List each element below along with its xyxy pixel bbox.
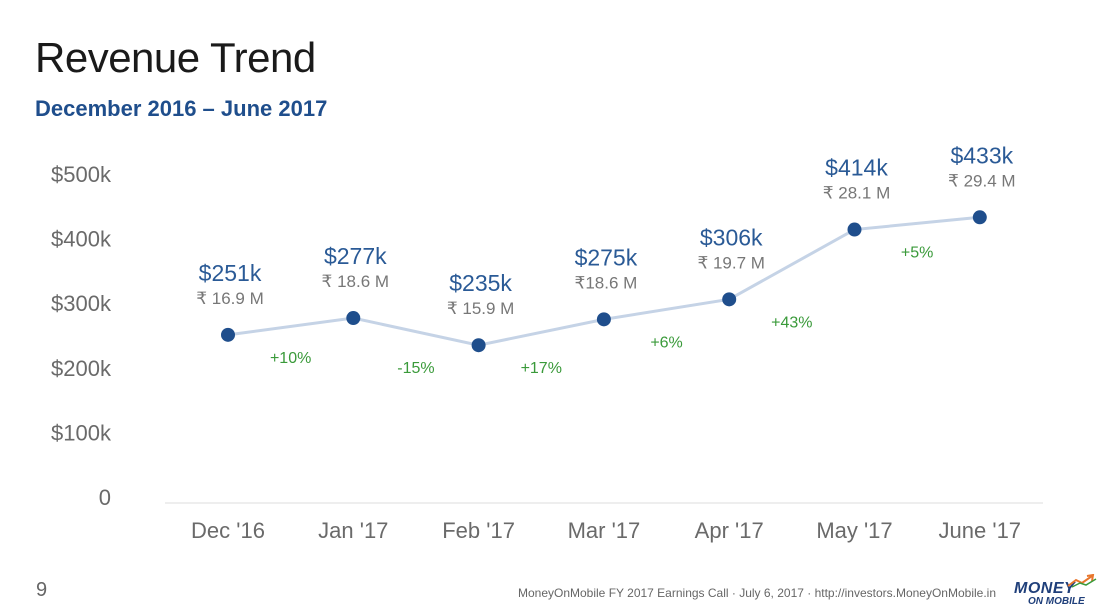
page-number: 9 <box>36 579 48 601</box>
data-point-marker <box>346 311 361 326</box>
y-tick-label: $500k <box>51 162 112 187</box>
footer-text: MoneyOnMobile FY 2017 Earnings Call · Ju… <box>517 586 996 600</box>
inr-value-label: ₹ 16.9 M <box>196 289 264 308</box>
x-tick-label: June '17 <box>939 518 1022 543</box>
y-tick-label: $400k <box>51 227 112 252</box>
x-tick-label: Mar '17 <box>568 518 641 543</box>
growth-label: +5% <box>901 245 933 262</box>
growth-label: -15% <box>397 360 434 377</box>
data-points <box>221 210 987 353</box>
data-point-marker <box>471 338 486 353</box>
usd-value-label: $306k <box>700 224 763 250</box>
inr-value-label: ₹ 15.9 M <box>447 299 515 318</box>
logo-text-main: MONEY <box>1014 580 1076 597</box>
data-point-marker <box>972 210 987 225</box>
x-tick-label: Apr '17 <box>695 518 764 543</box>
growth-label: +10% <box>270 350 311 367</box>
data-point-marker <box>722 292 737 307</box>
data-point-marker <box>847 222 862 237</box>
usd-value-label: $235k <box>449 270 512 296</box>
slide-subtitle: December 2016 – June 2017 <box>35 96 328 121</box>
moneyonmobile-logo: MONEY ON MOBILE <box>1014 574 1100 610</box>
usd-value-label: $433k <box>950 142 1013 168</box>
slide-title: Revenue Trend <box>35 34 316 81</box>
x-tick-label: May '17 <box>816 518 892 543</box>
inr-value-label: ₹ 18.6 M <box>322 272 390 291</box>
logo-text-sub: ON MOBILE <box>1028 596 1085 607</box>
usd-value-label: $275k <box>575 244 638 270</box>
growth-labels: +10% -15% +17% +6% +43% +5% <box>270 245 933 378</box>
revenue-line-chart: 0 $100k $200k $300k $400k $500k Dec '16 Jan '1… <box>51 142 1043 543</box>
usd-value-label: $277k <box>324 243 387 269</box>
x-axis-ticks: Dec '16 Jan '17 Feb '17 Mar '17 Apr '17 May '… <box>191 518 1021 543</box>
growth-label: +17% <box>521 360 562 377</box>
data-point-marker <box>596 312 611 327</box>
data-labels: $251k ₹ 16.9 M $277k ₹ 18.6 M $235k ₹ 15.9 M $… <box>196 142 1015 318</box>
growth-label: +43% <box>771 314 812 331</box>
inr-value-label: ₹ 28.1 M <box>823 184 891 203</box>
growth-label: +6% <box>650 334 682 351</box>
x-tick-label: Feb '17 <box>442 518 515 543</box>
y-tick-label: $300k <box>51 291 112 316</box>
x-tick-label: Jan '17 <box>318 518 388 543</box>
inr-value-label: ₹ 29.4 M <box>948 171 1016 190</box>
usd-value-label: $251k <box>199 260 262 286</box>
usd-value-label: $414k <box>825 155 888 181</box>
data-point-marker <box>221 327 235 342</box>
x-tick-label: Dec '16 <box>191 518 265 543</box>
y-tick-label: 0 <box>99 485 111 510</box>
y-tick-label: $200k <box>51 356 112 381</box>
inr-value-label: ₹18.6 M <box>575 273 638 292</box>
y-tick-label: $100k <box>51 420 112 445</box>
y-axis-ticks: 0 $100k $200k $300k $400k $500k <box>51 162 112 510</box>
inr-value-label: ₹ 19.7 M <box>697 253 765 272</box>
logo-arrow-icon <box>1067 574 1097 588</box>
